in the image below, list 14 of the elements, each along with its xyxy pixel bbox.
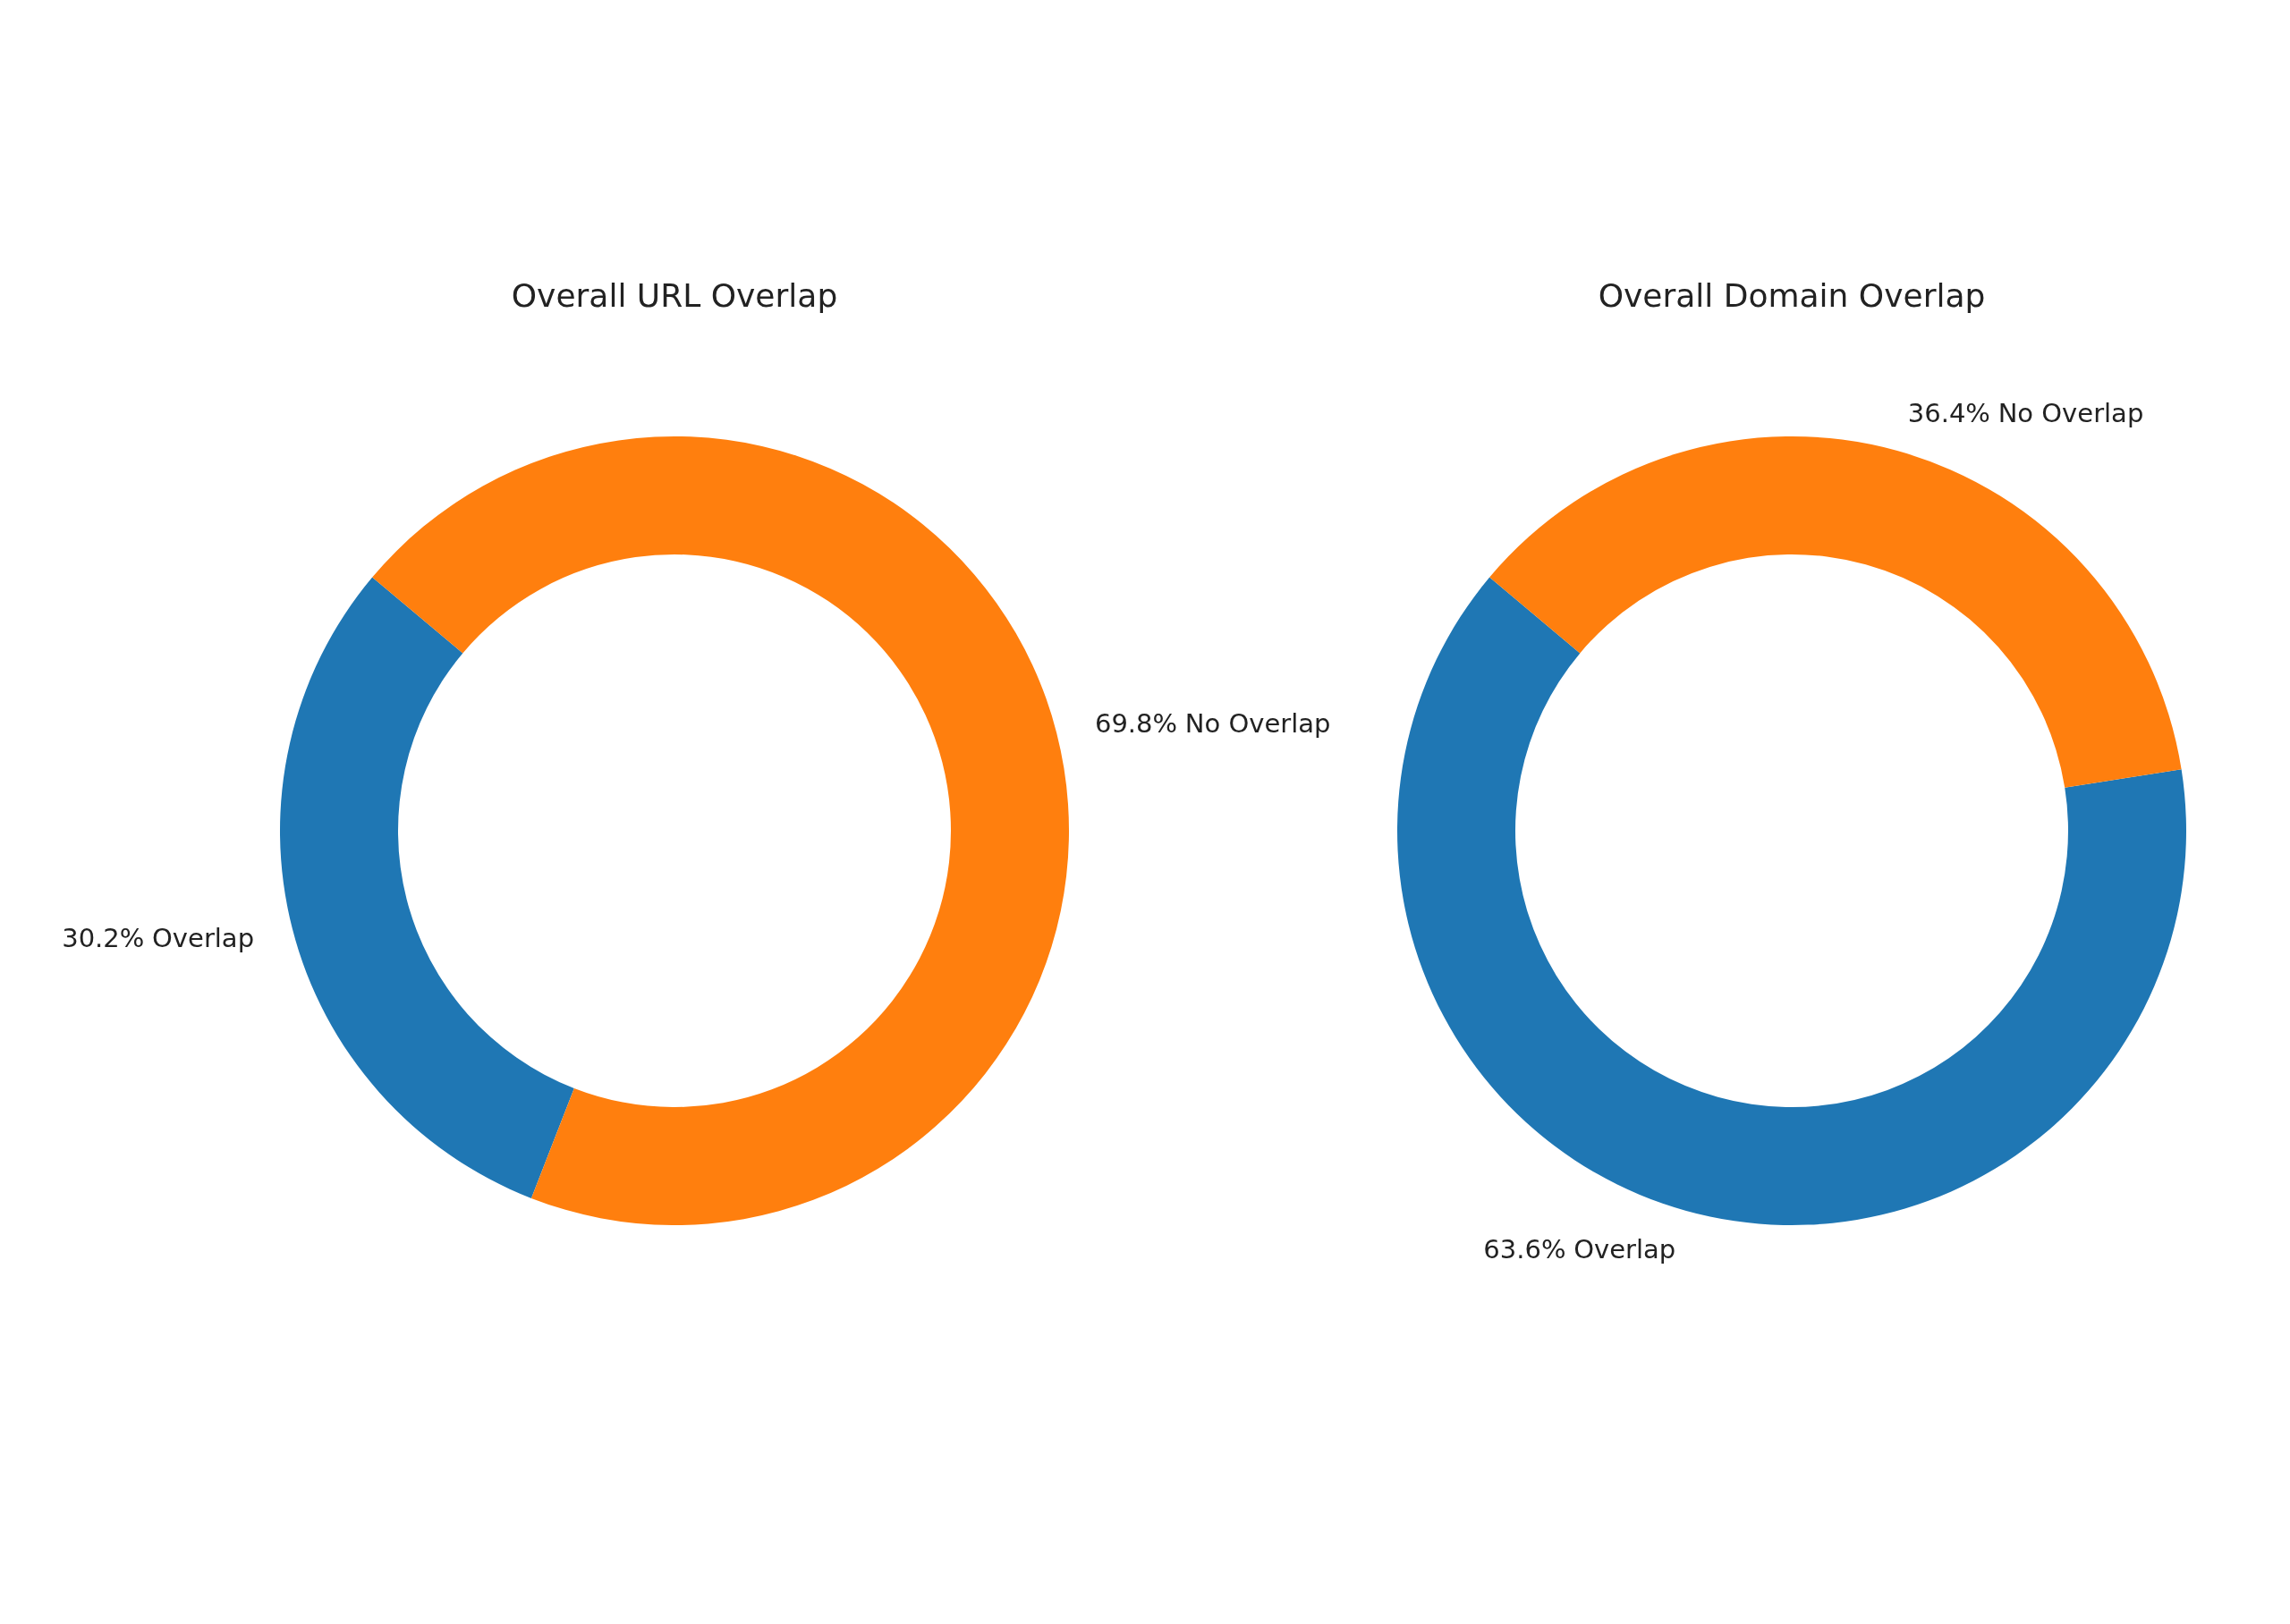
slice-label: Overlap bbox=[152, 923, 255, 954]
data-label: 36.4% bbox=[1907, 397, 1990, 428]
chart-title: Overall Domain Overlap bbox=[1598, 277, 1986, 314]
donut-slice bbox=[372, 436, 1069, 1225]
donut-slice bbox=[1489, 436, 2182, 788]
data-label: 30.2% bbox=[62, 923, 145, 954]
slice-label: No Overlap bbox=[1184, 707, 1331, 739]
donut-slice bbox=[280, 577, 574, 1198]
data-label: 69.8% bbox=[1094, 707, 1178, 739]
data-label: 63.6% bbox=[1483, 1233, 1566, 1265]
chart-title: Overall URL Overlap bbox=[511, 277, 838, 314]
slice-label: Overlap bbox=[1573, 1233, 1676, 1265]
slice-label: No Overlap bbox=[1997, 397, 2144, 428]
donut-slice bbox=[1397, 577, 2186, 1225]
